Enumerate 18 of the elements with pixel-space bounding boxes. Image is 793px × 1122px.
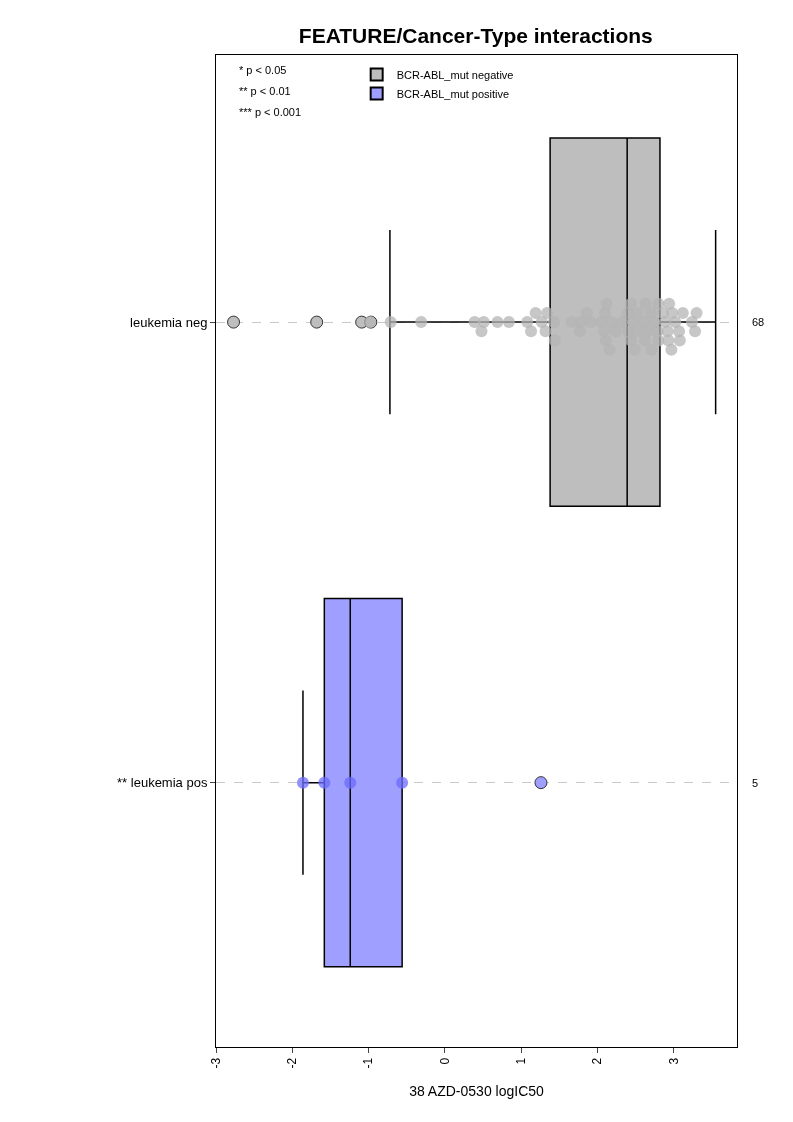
- y-tick-label: ** leukemia pos: [117, 775, 208, 791]
- annotation: * p < 0.05: [239, 64, 287, 76]
- x-tick-label: 2: [590, 1057, 605, 1065]
- x-tick-label: 3: [666, 1057, 681, 1065]
- x-axis-title: 38 AZD-0530 logIC50: [409, 1082, 545, 1099]
- text: 68: [752, 316, 765, 328]
- text: 5: [752, 777, 759, 789]
- annotation: *** p < 0.001: [239, 106, 302, 118]
- legend-label: BCR-ABL_mut positive: [396, 87, 510, 100]
- y-tick-label: leukemia neg: [130, 314, 208, 330]
- annotation: ** p < 0.01: [239, 85, 291, 97]
- x-tick-label: -3: [208, 1057, 223, 1069]
- x-tick-label: -2: [285, 1057, 300, 1069]
- x-tick-label: 0: [437, 1057, 452, 1065]
- x-tick-label: 1: [514, 1057, 529, 1065]
- x-tick-label: -1: [361, 1057, 376, 1069]
- chart-title: FEATURE/Cancer-Type interactions: [298, 23, 653, 47]
- legend-label: BCR-ABL_mut negative: [396, 68, 514, 81]
